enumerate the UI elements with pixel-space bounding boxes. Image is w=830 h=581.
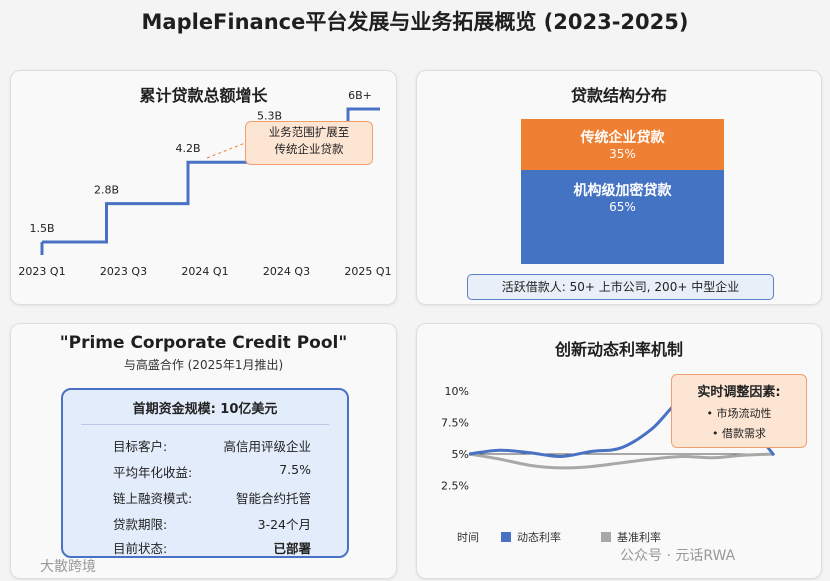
- y-tick-label: 7.5%: [441, 417, 469, 430]
- credit-pool-panel: "Prime Corporate Credit Pool" 与高盛合作 (202…: [10, 323, 397, 579]
- segment-traditional-name: 传统企业贷款: [580, 130, 665, 146]
- x-tick-label: 2024 Q3: [263, 265, 310, 278]
- pool-row-key: 平均年化收益:: [113, 465, 193, 480]
- loan-growth-title: 累计贷款总额增长: [139, 86, 268, 105]
- pool-row-key: 目前状态:: [113, 541, 168, 556]
- y-tick-label: 2.5%: [441, 480, 469, 493]
- y-tick-label: 5%: [452, 448, 469, 461]
- credit-pool-title: "Prime Corporate Credit Pool": [59, 333, 348, 353]
- pool-row-value: 已部署: [273, 541, 311, 556]
- loan-growth-panel: 累计贷款总额增长 1.5B 2.8B 4.2B 5.3B 6B+ 2023 Q1 2023 …: [10, 70, 397, 305]
- x-axis-label: 时间: [457, 531, 479, 544]
- data-label: 4.2B: [175, 142, 200, 155]
- factor-demand: • 借款需求: [712, 427, 766, 440]
- adjustment-factors-callout: 实时调整因素: • 市场流动性 • 借款需求: [671, 374, 807, 448]
- pool-row-key: 目标客户:: [113, 439, 168, 454]
- segment-crypto-name: 机构级加密贷款: [573, 182, 672, 199]
- pool-row-value: 高信用评级企业: [223, 439, 311, 454]
- legend-dynamic-rate: 动态利率: [501, 529, 561, 545]
- pool-row-key: 链上融资模式:: [113, 491, 193, 506]
- pool-row-value: 3-24个月: [257, 517, 311, 532]
- divider: [81, 424, 329, 425]
- segment-traditional-percent: 35%: [609, 147, 636, 161]
- loan-structure-title: 贷款结构分布: [570, 86, 667, 105]
- legend-label: 动态利率: [517, 531, 561, 544]
- page-title: MapleFinance平台发展与业务拓展概览 (2023-2025): [141, 10, 689, 34]
- credit-pool-subtitle: 与高盛合作 (2025年1月推出): [123, 358, 284, 372]
- legend-swatch: [501, 532, 511, 542]
- x-tick-label: 2023 Q3: [100, 265, 147, 278]
- legend-label: 基准利率: [617, 531, 661, 544]
- expansion-callout-line-1: 业务范围扩展至: [268, 125, 350, 139]
- legend-base-rate: 基准利率: [601, 529, 661, 545]
- active-borrowers-note: 活跃借款人: 50+ 上市公司, 200+ 中型企业: [467, 274, 774, 300]
- legend-swatch: [601, 532, 611, 542]
- watermark-right: 公众号 · 元话RWA: [620, 548, 736, 564]
- data-label: 5.3B: [257, 110, 282, 123]
- dynamic-rate-title: 创新动态利率机制: [554, 340, 683, 359]
- pool-row-value: 智能合约托管: [235, 491, 311, 506]
- credit-pool-details-card: 首期资金规模: 10亿美元 目标客户: 高信用评级企业 平均年化收益: 7.5%…: [61, 388, 349, 558]
- watermark-left: 大散跨境: [40, 559, 96, 575]
- x-tick-label: 2025 Q1: [344, 265, 391, 278]
- data-label: 1.5B: [29, 222, 54, 235]
- loan-structure-panel: 贷款结构分布 传统企业贷款 35% 机构级加密贷款 65% 活跃借款人: 50+…: [416, 70, 822, 305]
- base-rate-line: [468, 452, 775, 470]
- y-tick-label: 10%: [445, 385, 469, 398]
- dynamic-rate-panel: 创新动态利率机制 10% 7.5% 5% 2.5% 实时调整因素: • 市场流动性 •…: [416, 323, 822, 579]
- factor-liquidity: • 市场流动性: [706, 407, 772, 420]
- adjustment-factors-title: 实时调整因素:: [697, 385, 781, 400]
- cumulative-loan-step-line: [42, 107, 380, 244]
- x-tick-label: 2024 Q1: [181, 265, 228, 278]
- loan-growth-chart: 1.5B 2.8B 4.2B 5.3B 6B+ 2023 Q1 2023 Q3 2024 Q1…: [18, 89, 391, 278]
- x-tick-label: 2023 Q1: [18, 265, 65, 278]
- expansion-callout-line-2: 传统企业贷款: [274, 142, 344, 156]
- pool-row-value: 7.5%: [279, 462, 311, 477]
- data-label: 2.8B: [94, 184, 119, 197]
- initial-fund-size: 首期资金规模: 10亿美元: [132, 402, 278, 417]
- segment-traditional-loans: 传统企业贷款 35%: [521, 119, 724, 170]
- pool-row-key: 贷款期限:: [113, 517, 168, 532]
- data-label: 6B+: [348, 89, 372, 102]
- segment-crypto-loans: 机构级加密贷款 65%: [521, 169, 724, 264]
- segment-crypto-percent: 65%: [609, 199, 636, 214]
- callout-connector: [206, 142, 246, 159]
- expansion-callout: 业务范围扩展至 传统企业贷款: [245, 121, 373, 165]
